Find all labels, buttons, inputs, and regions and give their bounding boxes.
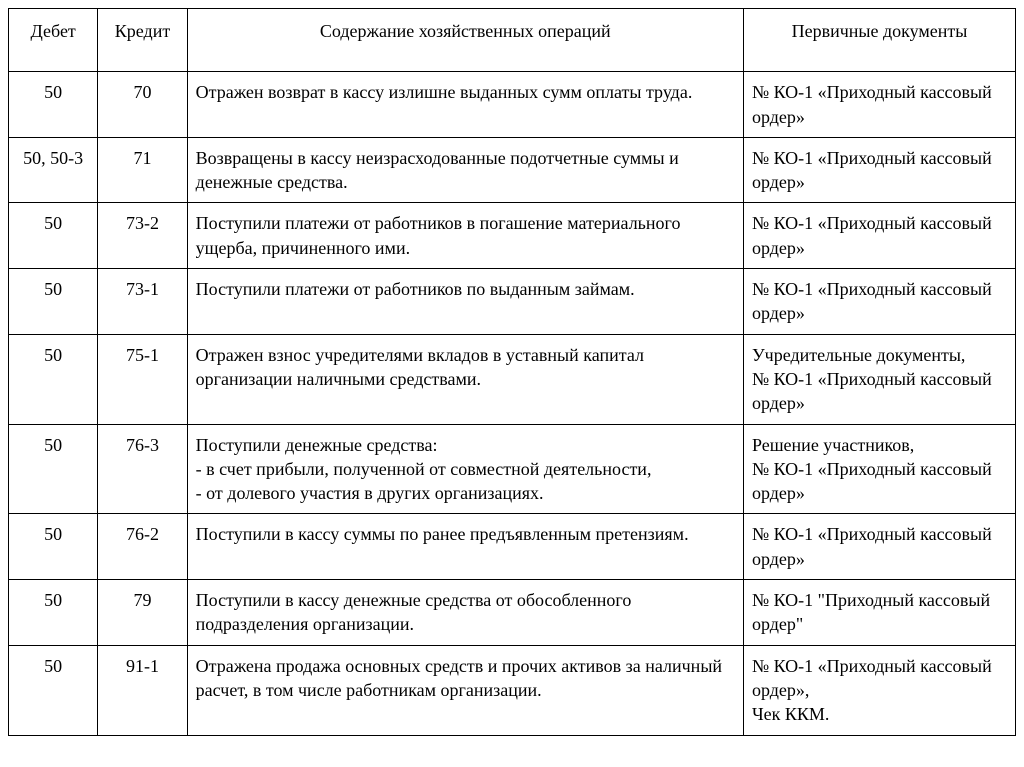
cell-desc: Поступили в кассу денежные средства от о…: [187, 580, 743, 646]
cell-credit: 75-1: [98, 334, 187, 424]
col-header-debit: Дебет: [9, 9, 98, 72]
cell-debit: 50, 50-3: [9, 137, 98, 203]
table-row: 50, 50-3 71 Возвращены в кассу неизрасхо…: [9, 137, 1016, 203]
table-row: 50 76-3 Поступили денежные средства: - в…: [9, 424, 1016, 514]
table-row: 50 73-1 Поступили платежи от работников …: [9, 269, 1016, 335]
cell-desc: Отражен взнос учредителями вкладов в уст…: [187, 334, 743, 424]
cell-docs: № КО-1 «Приходный кассовый ордер»: [743, 514, 1015, 580]
col-header-docs: Первичные документы: [743, 9, 1015, 72]
cell-desc: Отражен возврат в кассу излишне выданных…: [187, 72, 743, 138]
cell-debit: 50: [9, 645, 98, 735]
cell-docs: № КО-1 «Приходный кассовый ордер»: [743, 72, 1015, 138]
cell-debit: 50: [9, 203, 98, 269]
table-row: 50 75-1 Отражен взнос учредителями вклад…: [9, 334, 1016, 424]
table-row: 50 70 Отражен возврат в кассу излишне вы…: [9, 72, 1016, 138]
cell-credit: 76-3: [98, 424, 187, 514]
cell-credit: 76-2: [98, 514, 187, 580]
cell-debit: 50: [9, 424, 98, 514]
cell-credit: 70: [98, 72, 187, 138]
cell-desc: Возвращены в кассу неизрасходованные под…: [187, 137, 743, 203]
col-header-desc: Содержание хозяйственных операций: [187, 9, 743, 72]
cell-credit: 73-1: [98, 269, 187, 335]
table-row: 50 79 Поступили в кассу денежные средств…: [9, 580, 1016, 646]
table-row: 50 73-2 Поступили платежи от работников …: [9, 203, 1016, 269]
col-header-credit: Кредит: [98, 9, 187, 72]
cell-debit: 50: [9, 269, 98, 335]
cell-docs: № КО-1 «Приходный кассовый ордер»: [743, 137, 1015, 203]
cell-docs: № КО-1 «Приходный кассовый ордер»: [743, 203, 1015, 269]
cell-credit: 91-1: [98, 645, 187, 735]
cell-desc: Поступили в кассу суммы по ранее предъяв…: [187, 514, 743, 580]
cell-credit: 79: [98, 580, 187, 646]
cell-debit: 50: [9, 334, 98, 424]
cell-debit: 50: [9, 580, 98, 646]
accounting-table: Дебет Кредит Содержание хозяйственных оп…: [8, 8, 1016, 736]
cell-debit: 50: [9, 72, 98, 138]
cell-docs: № КО-1 «Приходный кассовый ордер»: [743, 269, 1015, 335]
cell-desc: Поступили платежи от работников в погаше…: [187, 203, 743, 269]
cell-desc: Поступили денежные средства: - в счет пр…: [187, 424, 743, 514]
cell-credit: 73-2: [98, 203, 187, 269]
cell-docs: Учредительные документы, № КО-1 «Приходн…: [743, 334, 1015, 424]
cell-debit: 50: [9, 514, 98, 580]
cell-docs: Решение участников, № КО-1 «Приходный ка…: [743, 424, 1015, 514]
cell-desc: Отражена продажа основных средств и проч…: [187, 645, 743, 735]
table-header-row: Дебет Кредит Содержание хозяйственных оп…: [9, 9, 1016, 72]
cell-docs: № КО-1 «Приходный кассовый ордер», Чек К…: [743, 645, 1015, 735]
table-row: 50 91-1 Отражена продажа основных средст…: [9, 645, 1016, 735]
cell-docs: № КО-1 "Приходный кассовый ордер": [743, 580, 1015, 646]
cell-desc: Поступили платежи от работников по выдан…: [187, 269, 743, 335]
table-row: 50 76-2 Поступили в кассу суммы по ранее…: [9, 514, 1016, 580]
cell-credit: 71: [98, 137, 187, 203]
